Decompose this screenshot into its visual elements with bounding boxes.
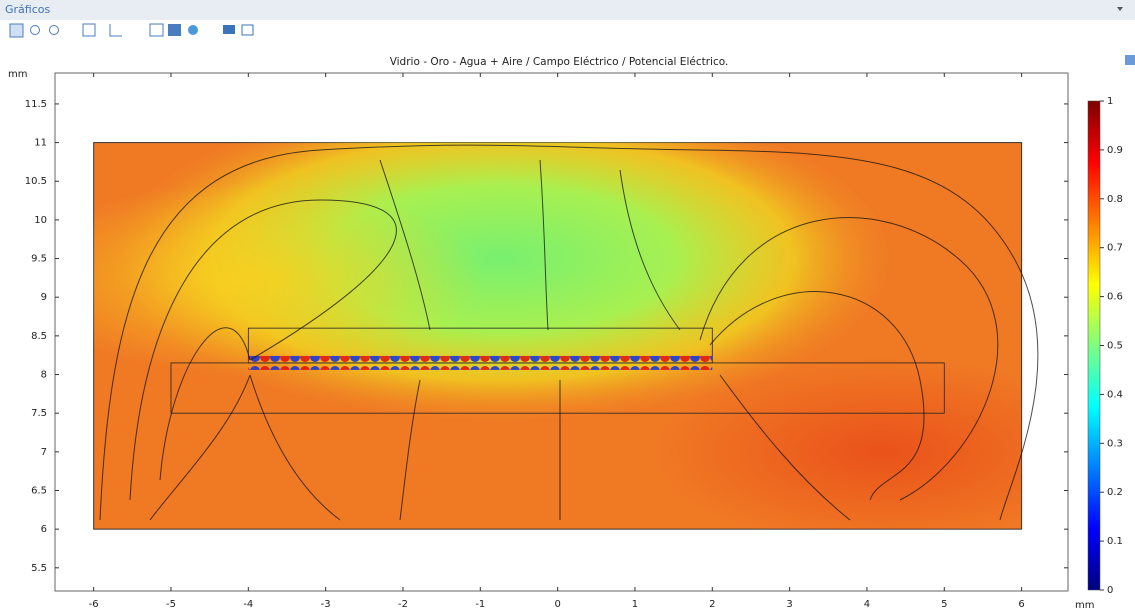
- x-tick-label: 0: [554, 599, 560, 610]
- y-tick-label: 10.5: [25, 176, 47, 187]
- colorbar-tick-label: 0.1: [1107, 536, 1123, 547]
- colorbar-tick-label: 0.9: [1107, 145, 1123, 156]
- x-tick-label: 4: [864, 599, 870, 610]
- comsol-graphics-window: Gráficos Vidrio - Oro - Agua + Aire / Ca…: [0, 0, 1135, 612]
- zoom-out[interactable]: [31, 26, 40, 35]
- y-tick-label: 11: [34, 138, 47, 149]
- x-tick-label: -4: [243, 599, 253, 610]
- gold-dipoles: [248, 356, 712, 370]
- x-tick-label: 2: [709, 599, 715, 610]
- toolbar: [10, 24, 253, 37]
- colorbar-tick-label: 0: [1107, 585, 1113, 596]
- y-tick-label: 7: [41, 447, 47, 458]
- y-tick-label: 5.5: [31, 563, 47, 574]
- y-unit: mm: [8, 69, 27, 80]
- colorbar-tick-label: 0.7: [1107, 243, 1123, 254]
- colorbar-tick-label: 0.6: [1107, 292, 1123, 303]
- image-snapshot[interactable]: [223, 25, 235, 34]
- panel-header: [0, 0, 1135, 20]
- y-tick-label: 9: [41, 292, 47, 303]
- field-shading: [94, 143, 1022, 530]
- grid-toggle[interactable]: [150, 24, 163, 36]
- panel-title: Gráficos: [5, 3, 50, 16]
- y-tick-label: 6: [41, 524, 47, 535]
- x-tick-label: -6: [89, 599, 99, 610]
- zoom-in[interactable]: [50, 26, 59, 35]
- colorbar-tick-label: 0.4: [1107, 389, 1123, 400]
- x-tick-label: -3: [321, 599, 331, 610]
- zoom-extents[interactable]: [83, 24, 95, 36]
- zoom-box[interactable]: [10, 24, 23, 37]
- colorbar-tick-label: 0.2: [1107, 487, 1123, 498]
- x-tick-label: -2: [398, 599, 408, 610]
- x-tick-label: 3: [786, 599, 792, 610]
- y-tick-label: 7.5: [31, 408, 47, 419]
- print[interactable]: [242, 25, 253, 35]
- x-tick-label: 1: [632, 599, 638, 610]
- colorbar-tick-label: 0.3: [1107, 438, 1123, 449]
- y-tick-label: 8: [41, 370, 47, 381]
- plot-title: Vidrio - Oro - Agua + Aire / Campo Eléct…: [390, 56, 729, 68]
- colorbar-tick-label: 0.8: [1107, 194, 1123, 205]
- x-tick-label: 6: [1018, 599, 1024, 610]
- legend-toggle[interactable]: [168, 24, 181, 36]
- colorbar-tick-label: 0.5: [1107, 341, 1123, 352]
- colorbar-tick-label: 1: [1107, 96, 1113, 107]
- y-tick-label: 6.5: [31, 485, 47, 496]
- x-tick-label: 5: [941, 599, 947, 610]
- y-tick-label: 9.5: [31, 254, 47, 265]
- colorbar: [1088, 101, 1100, 590]
- x-tick-label: -1: [475, 599, 485, 610]
- y-tick-label: 11.5: [25, 99, 47, 110]
- y-tick-label: 10: [34, 215, 47, 226]
- field: [94, 143, 1022, 530]
- y-tick-label: 8.5: [31, 331, 47, 342]
- side-icon[interactable]: [1125, 55, 1135, 65]
- x-tick-label: -5: [166, 599, 176, 610]
- scene-light[interactable]: [188, 25, 198, 35]
- axis-toggle[interactable]: [110, 24, 122, 36]
- x-unit: mm: [1075, 600, 1094, 611]
